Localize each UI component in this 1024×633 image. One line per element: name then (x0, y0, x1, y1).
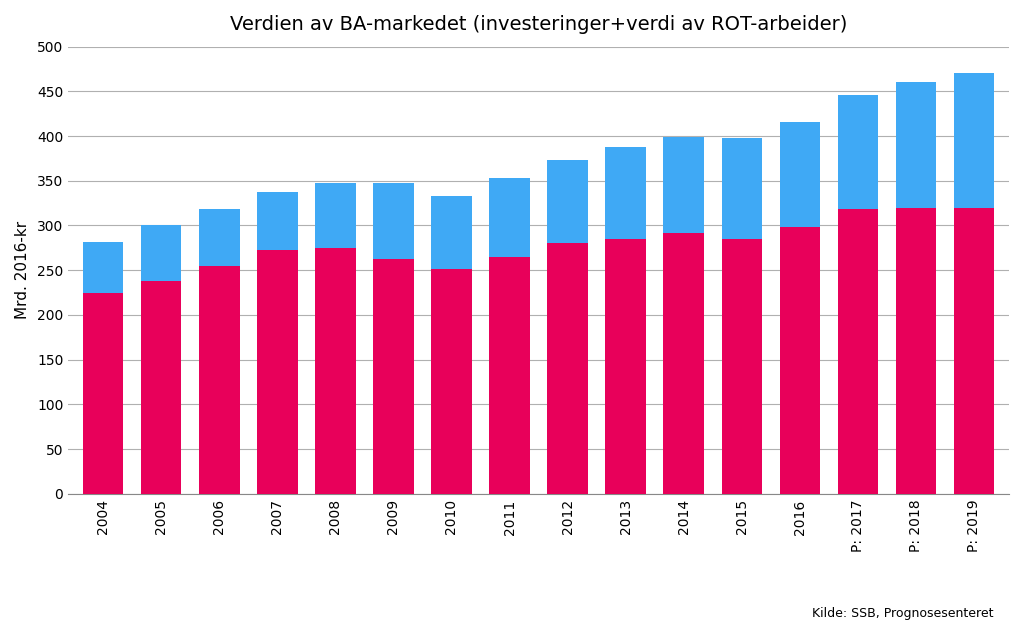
Bar (257, 249, 298, 494)
Bar (140, 225, 181, 281)
Bar (199, 210, 240, 266)
Bar (605, 239, 646, 494)
Bar (605, 147, 646, 239)
Bar (953, 208, 994, 494)
Bar (664, 137, 705, 233)
Bar (779, 227, 820, 494)
Bar (315, 184, 355, 248)
Bar (140, 281, 181, 494)
Bar (431, 269, 472, 494)
Bar (431, 196, 472, 269)
Bar (838, 210, 879, 494)
Bar (953, 73, 994, 208)
Bar (373, 260, 414, 494)
Bar (896, 208, 936, 494)
Bar (489, 178, 529, 257)
Bar (547, 160, 588, 243)
Bar (664, 233, 705, 494)
Bar (83, 242, 123, 292)
Bar (257, 192, 298, 249)
Bar (315, 248, 355, 494)
Bar (896, 82, 936, 208)
Bar (199, 266, 240, 494)
Bar (838, 95, 879, 210)
Text: Kilde: SSB, Prognosesenteret: Kilde: SSB, Prognosesenteret (812, 607, 993, 620)
Bar (722, 138, 762, 239)
Bar (722, 239, 762, 494)
Bar (779, 122, 820, 227)
Bar (83, 292, 123, 494)
Y-axis label: Mrd. 2016-kr: Mrd. 2016-kr (15, 221, 30, 319)
Title: Verdien av BA-markedet (investeringer+verdi av ROT-arbeider): Verdien av BA-markedet (investeringer+ve… (230, 15, 847, 34)
Bar (547, 243, 588, 494)
Bar (373, 184, 414, 260)
Bar (489, 257, 529, 494)
